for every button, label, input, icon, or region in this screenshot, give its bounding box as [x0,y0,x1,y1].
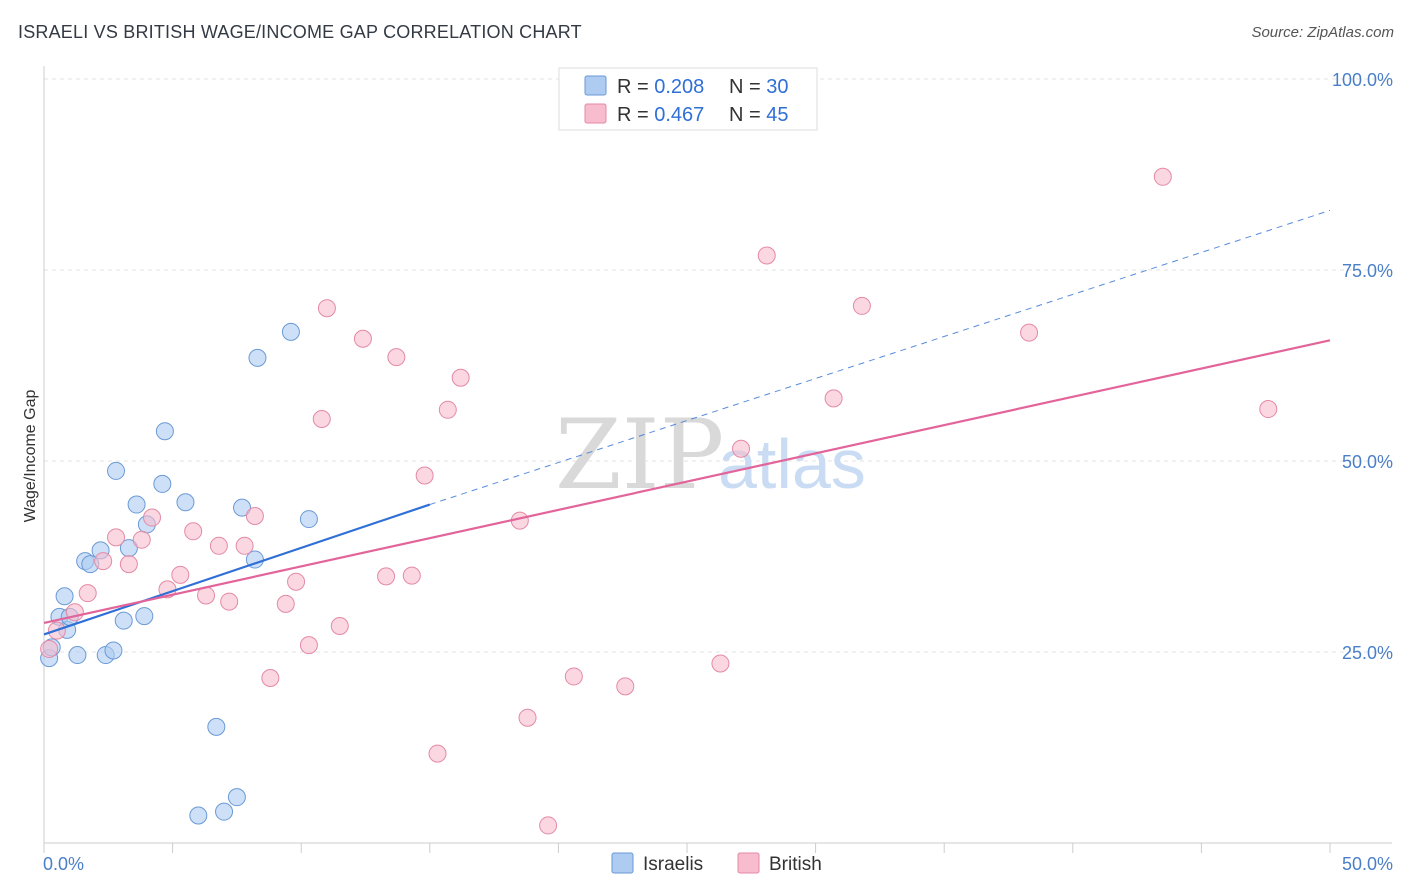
british-point [119,555,138,574]
british-point [94,552,113,571]
bottom-legend-israelis: Israelis [643,854,703,875]
watermark-atlas: atlas [718,425,866,503]
bottom-legend-swatch-british [737,852,760,874]
british-point [438,400,457,419]
british-point [78,584,97,603]
british-point [330,617,349,636]
legend-israelis-n: N = 30 [729,76,789,98]
british-point [377,567,396,586]
british-point [616,677,635,696]
source-label: Source: ZipAtlas.com [1251,24,1394,41]
british-point [1153,167,1172,186]
legend-british-r: R = 0.467 [617,104,704,126]
british-point [757,246,776,265]
israelis-point [114,611,133,630]
chart-title: ISRAELI VS BRITISH WAGE/INCOME GAP CORRE… [18,22,582,42]
bottom-legend-british: British [769,854,822,875]
british-point [451,368,470,387]
british-point [1020,323,1039,342]
israelis-point [189,806,208,825]
british-trend-line [43,339,1331,625]
y-tick-label: 75.0% [1342,261,1393,281]
israelis-point [155,422,174,441]
british-point [143,508,162,527]
israelis-point [107,461,126,480]
y-tick-label: 50.0% [1342,452,1393,472]
israelis-point [135,607,154,626]
axes [43,66,1392,853]
british-point [402,566,421,585]
israelis-point [248,348,267,367]
british-point [184,522,203,541]
israelis-point [281,322,300,341]
israelis-point [215,802,234,821]
british-point [317,299,336,318]
israelis-point [207,717,226,736]
x-tick-label: 0.0% [43,854,84,874]
british-point [1259,400,1278,419]
trend-lines [43,209,1331,636]
israelis-point [153,474,172,493]
british-point [245,507,264,526]
british-point [539,816,558,835]
y-axis-label: Wage/Income Gap [22,390,39,523]
british-point [824,389,843,408]
british-point [276,594,295,613]
israelis-trend-extension [429,209,1331,506]
israelis-point [299,510,318,529]
british-point [564,667,583,686]
british-point [209,536,228,555]
british-point [107,528,126,547]
british-point [415,466,434,485]
legend-israelis-r: R = 0.208 [617,76,704,98]
y-tick-label: 100.0% [1332,70,1393,90]
data-points [40,167,1278,835]
british-point [711,654,730,673]
british-point [132,530,151,549]
british-point [220,592,239,611]
british-point [235,536,254,555]
y-tick-label: 25.0% [1342,643,1393,663]
british-point [518,708,537,727]
israelis-point [68,646,87,665]
british-point [428,744,447,763]
legend-swatch-british [584,103,607,124]
y-tick-labels: 25.0% 50.0% 75.0% 100.0% [1332,70,1393,663]
british-point [387,348,406,367]
israelis-point [104,641,123,660]
bottom-legend-swatch-israelis [611,852,634,874]
legend-swatch-israelis [584,75,607,96]
x-tick-label: 50.0% [1342,854,1393,874]
british-point [353,329,372,348]
series-legend: Israelis British [611,852,822,875]
israelis-point [233,498,252,517]
x-tick-labels: 0.0% 50.0% [43,854,1393,874]
british-point [171,565,190,584]
british-point [299,636,318,655]
israelis-trend-line [43,503,431,636]
correlation-legend: R = 0.208 N = 30 R = 0.467 N = 45 [558,67,818,131]
legend-british-n: N = 45 [729,104,789,126]
british-point [852,296,871,315]
british-point [287,572,306,591]
israelis-point [55,587,74,606]
watermark: ZIP atlas [555,399,866,511]
british-point [40,639,59,658]
israelis-point [127,495,146,514]
israelis-point [176,493,195,512]
israelis-point [227,788,246,807]
british-point [261,668,280,687]
british-point [732,439,751,458]
british-point [312,409,331,428]
